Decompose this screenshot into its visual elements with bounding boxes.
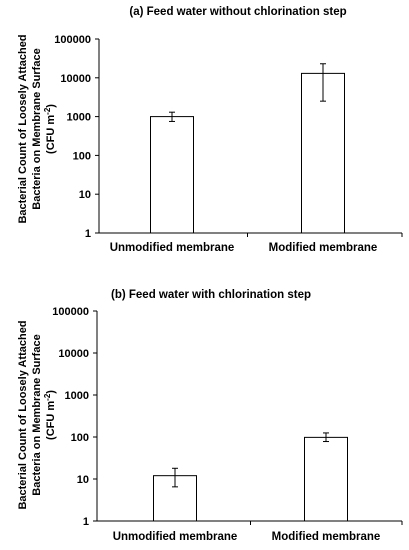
category-label-a-1: Unmodified membrane xyxy=(110,242,235,254)
y-tick-label-b: 10 xyxy=(77,474,89,486)
y-axis-label-b: Bacterial Count of Loosely Attached Bact… xyxy=(17,320,57,509)
chart-title-b: (b) Feed water with chlorination step xyxy=(111,289,311,301)
chart-panel-a: (a) Feed water without chlorination step… xyxy=(17,6,403,254)
y-tick-label-b: 100000 xyxy=(52,306,89,318)
y-axis-unit-a-close: ) xyxy=(45,104,57,108)
chart-title-a: (a) Feed water without chlorination step xyxy=(129,6,346,18)
y-axis-label-a-line2: Bacteria on Membrane Surface xyxy=(31,48,43,209)
y-axis-unit-a-base: (CFU m xyxy=(45,115,57,154)
y-axis-label-a-line1: Bacterial Count of Loosely Attached xyxy=(17,34,29,223)
category-label-b-1: Unmodified membrane xyxy=(113,531,238,543)
y-axis-unit-b-close: ) xyxy=(45,390,57,394)
y-axis-unit-a-sup: -2 xyxy=(43,107,52,115)
y-tick-label-b: 100 xyxy=(71,432,89,444)
y-tick-label-a: 1000 xyxy=(67,112,91,124)
y-axis-unit-a: (CFU m-2) xyxy=(43,104,57,154)
chart-panel-b: (b) Feed water with chlorination step Ba… xyxy=(17,289,403,543)
bar-a-1 xyxy=(150,116,194,234)
y-axis-unit-b-base: (CFU m xyxy=(45,401,57,440)
category-label-a-2: Modified membrane xyxy=(269,242,378,254)
y-tick-label-a: 100 xyxy=(73,150,91,162)
y-axis-label-b-line1: Bacterial Count of Loosely Attached xyxy=(17,320,29,509)
y-axis-unit-b: (CFU m-2) xyxy=(43,390,57,440)
y-axis-label-a: Bacterial Count of Loosely Attached Bact… xyxy=(17,34,57,223)
bar-b-2 xyxy=(304,436,348,522)
y-tick-label-a: 10000 xyxy=(60,73,91,85)
y-tick-label-a: 10 xyxy=(79,189,91,201)
y-tick-label-b: 1 xyxy=(83,516,89,528)
category-label-b-2: Modified membrane xyxy=(272,531,381,543)
y-tick-label-b: 10000 xyxy=(58,348,89,360)
y-tick-label-a: 1 xyxy=(85,228,91,240)
y-tick-label-b: 1000 xyxy=(65,390,89,402)
y-tick-label-a: 100000 xyxy=(54,34,91,46)
y-axis-label-b-line2: Bacteria on Membrane Surface xyxy=(31,334,43,495)
y-axis-unit-b-sup: -2 xyxy=(43,393,52,401)
